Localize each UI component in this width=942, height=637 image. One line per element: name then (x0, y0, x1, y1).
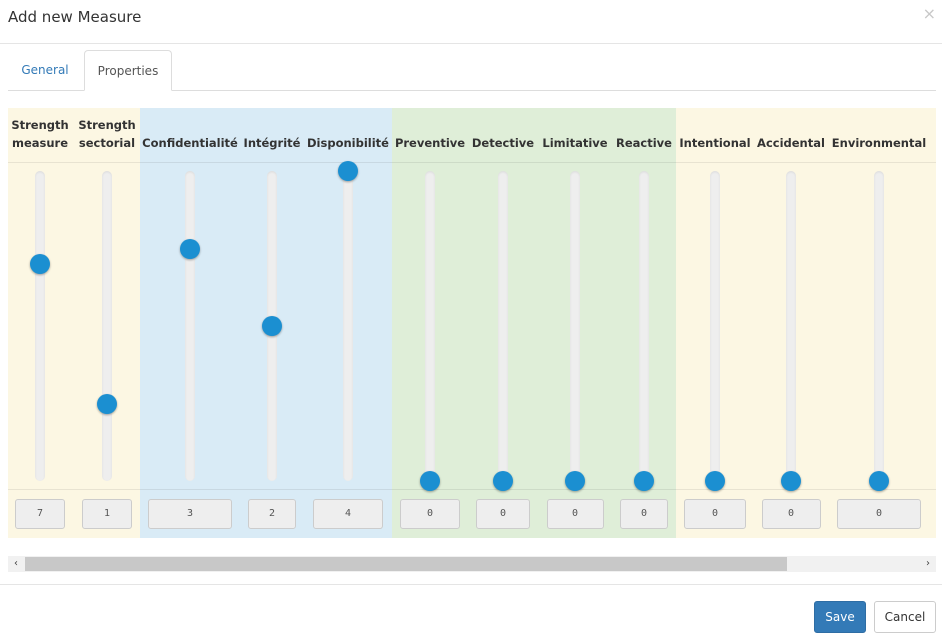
slider-track-strength-sectorial[interactable] (102, 171, 112, 481)
measure-properties-grid: Strength measure 7 Strength sectorial 1 Confid… (8, 108, 936, 538)
slider-track-accidental[interactable] (786, 171, 796, 481)
value-field-accidental[interactable]: 0 (761, 499, 821, 529)
slider-handle-limitative[interactable] (565, 471, 585, 491)
value-field-integrite[interactable]: 2 (248, 499, 296, 529)
slider-track-preventive[interactable] (425, 171, 435, 481)
slider-track-reactive[interactable] (639, 171, 649, 481)
slider-track-detective[interactable] (498, 171, 508, 481)
column-header-line1: Preventive (394, 136, 466, 150)
value-field-reactive[interactable]: 0 (620, 499, 668, 529)
value-field-environmental[interactable]: 0 (837, 499, 921, 529)
column-header-line1: Detective (471, 136, 535, 150)
column-header-line2: sectorial (78, 136, 136, 150)
horizontal-scrollbar[interactable]: ‹ › (8, 556, 936, 572)
slider-handle-detective[interactable] (493, 471, 513, 491)
column-header-accidental: Accidental (741, 134, 841, 152)
modal-header: Add new Measure × (0, 0, 942, 44)
value-field-detective[interactable]: 0 (476, 499, 530, 529)
type-group (392, 108, 676, 538)
column-header-line1: Environmental (831, 136, 927, 150)
slider-handle-disponibilite[interactable] (338, 161, 358, 181)
slider-track-strength-measure[interactable] (35, 171, 45, 481)
column-header-line1: Disponibilité (307, 136, 389, 150)
column-header-line1: Intentional (679, 136, 751, 150)
slider-handle-strength-sectorial[interactable] (97, 393, 117, 414)
dialog-title: Add new Measure (8, 8, 142, 26)
slider-track-disponibilite[interactable] (343, 171, 353, 481)
column-header-strength-measure: Strength measure (0, 116, 90, 152)
column-header-confidentialite: Confidentialité (140, 134, 240, 152)
column-header-line1: Strength (78, 118, 136, 132)
close-icon[interactable]: × (922, 4, 936, 23)
column-header-integrite: Intégrité (222, 134, 322, 152)
value-field-strength-sectorial[interactable]: 1 (82, 499, 132, 529)
modal-footer: Save Cancel (0, 584, 942, 637)
scrollbar-thumb[interactable] (25, 557, 787, 571)
column-header-line1: Reactive (616, 136, 672, 150)
strength-group (8, 108, 140, 538)
column-header-reactive: Reactive (594, 134, 694, 152)
value-row-divider (8, 489, 936, 490)
column-header-preventive: Preventive (380, 134, 480, 152)
slider-track-limitative[interactable] (570, 171, 580, 481)
value-field-strength-measure[interactable]: 7 (15, 499, 65, 529)
column-header-line1: Strength (11, 118, 69, 132)
column-header-line2: measure (11, 136, 69, 150)
column-header-line1: Confidentialité (142, 136, 238, 150)
tab-bar: General Properties (8, 50, 936, 91)
slider-handle-confidentialite[interactable] (180, 238, 200, 259)
cancel-button[interactable]: Cancel (874, 601, 936, 633)
column-header-strength-sectorial: Strength sectorial (57, 116, 157, 152)
tab-general[interactable]: General (21, 63, 69, 77)
slider-handle-accidental[interactable] (781, 471, 801, 491)
slider-handle-intentional[interactable] (705, 471, 725, 491)
column-header-detective: Detective (453, 134, 553, 152)
column-header-line1: Intégrité (243, 136, 301, 150)
column-header-line1: Limitative (542, 136, 608, 150)
slider-handle-reactive[interactable] (634, 471, 654, 491)
value-field-preventive[interactable]: 0 (400, 499, 460, 529)
column-header-intentional: Intentional (665, 134, 765, 152)
slider-handle-strength-measure[interactable] (30, 254, 50, 274)
value-field-confidentialite[interactable]: 3 (148, 499, 232, 529)
value-field-intentional[interactable]: 0 (684, 499, 746, 529)
slider-handle-environmental[interactable] (869, 471, 889, 491)
column-header-environmental: Environmental (829, 134, 929, 152)
value-field-disponibilite[interactable]: 4 (313, 499, 383, 529)
scroll-right-icon[interactable]: › (926, 558, 930, 569)
slider-handle-preventive[interactable] (420, 471, 440, 491)
slider-track-confidentialite[interactable] (185, 171, 195, 481)
slider-track-environmental[interactable] (874, 171, 884, 481)
slider-handle-integrite[interactable] (262, 316, 282, 336)
scroll-left-icon[interactable]: ‹ (14, 558, 18, 569)
header-divider (8, 162, 936, 163)
save-button[interactable]: Save (814, 601, 866, 633)
column-header-line1: Accidental (757, 136, 825, 150)
slider-track-intentional[interactable] (710, 171, 720, 481)
tab-properties[interactable]: Properties (84, 50, 172, 91)
value-field-limitative[interactable]: 0 (546, 499, 604, 529)
column-header-limitative: Limitative (525, 134, 625, 152)
column-header-disponibilite: Disponibilité (298, 134, 398, 152)
